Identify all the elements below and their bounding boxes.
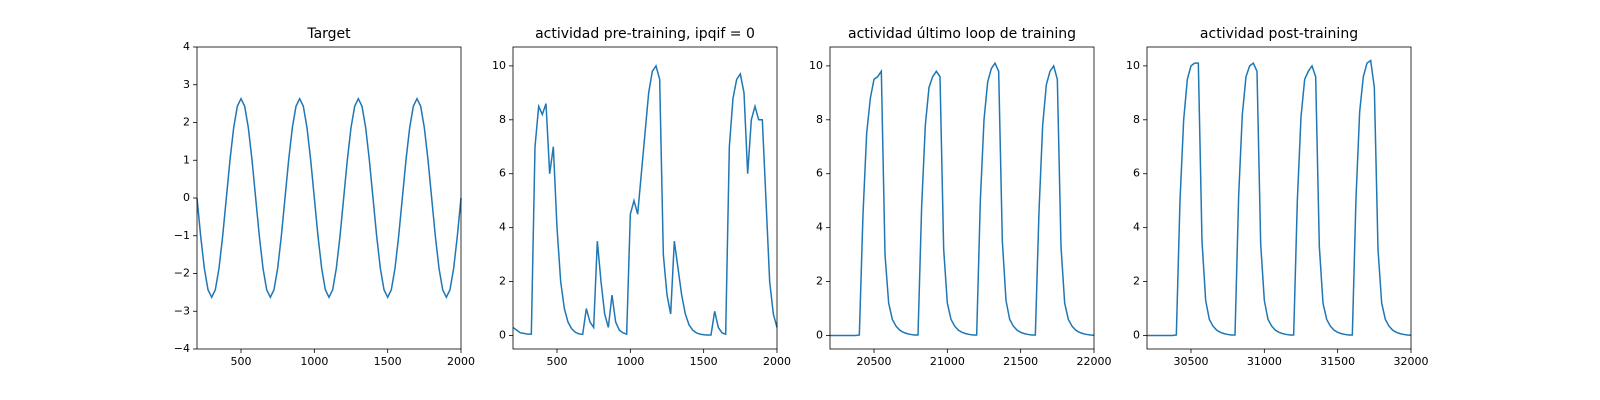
x-tick-label: 21000 — [930, 355, 965, 368]
data-line — [196, 97, 462, 299]
x-tick-label: 500 — [547, 355, 568, 368]
y-tick-label: 8 — [1133, 113, 1140, 126]
y-tick-label: 2 — [1133, 275, 1140, 288]
y-tick-label: 3 — [183, 78, 190, 91]
y-tick-label: 10 — [492, 59, 506, 72]
y-tick-label: −1 — [174, 229, 190, 242]
data-line — [1147, 59, 1412, 337]
y-tick-label: 0 — [183, 191, 190, 204]
y-tick-label: 0 — [816, 329, 823, 342]
y-tick-label: 2 — [499, 275, 506, 288]
x-tick-label: 21500 — [1003, 355, 1038, 368]
data-line — [512, 64, 778, 336]
x-tick-label: 20500 — [857, 355, 892, 368]
y-tick-label: 8 — [499, 113, 506, 126]
y-tick-label: 10 — [1126, 59, 1140, 72]
y-tick-label: 6 — [499, 167, 506, 180]
x-tick-label: 2000 — [447, 355, 475, 368]
x-tick-label: 32000 — [1394, 355, 1429, 368]
chart-title: Target — [306, 26, 351, 42]
axes-frame — [829, 46, 1095, 350]
y-tick-label: 6 — [816, 167, 823, 180]
axes-frame — [196, 46, 462, 350]
y-tick-label: 6 — [1133, 167, 1140, 180]
y-tick-label: −2 — [174, 267, 190, 280]
x-tick-label: 31000 — [1247, 355, 1282, 368]
x-tick-label: 1000 — [616, 355, 644, 368]
x-tick-label: 30500 — [1174, 355, 1209, 368]
x-tick-label: 1500 — [374, 355, 402, 368]
y-tick-label: 10 — [809, 59, 823, 72]
chart-title: actividad último loop de training — [848, 26, 1076, 42]
y-tick-label: 2 — [816, 275, 823, 288]
x-tick-label: 500 — [231, 355, 252, 368]
chart-title: actividad post-training — [1200, 26, 1358, 42]
y-tick-label: −4 — [174, 342, 190, 355]
x-tick-label: 2000 — [763, 355, 791, 368]
y-tick-label: 4 — [1133, 221, 1140, 234]
y-tick-label: 0 — [1133, 329, 1140, 342]
x-tick-label: 1000 — [300, 355, 328, 368]
chart-title: actividad pre-training, ipqif = 0 — [535, 26, 755, 42]
axes-frame — [1146, 46, 1412, 350]
y-tick-label: 4 — [183, 40, 190, 53]
y-tick-label: 4 — [816, 221, 823, 234]
y-tick-label: 2 — [183, 116, 190, 129]
y-tick-label: 8 — [816, 113, 823, 126]
axes-frame — [512, 46, 778, 350]
x-tick-label: 31500 — [1320, 355, 1355, 368]
x-tick-label: 1500 — [690, 355, 718, 368]
x-tick-label: 22000 — [1077, 355, 1112, 368]
y-tick-label: −3 — [174, 304, 190, 317]
y-tick-label: 1 — [183, 153, 190, 166]
data-line — [830, 61, 1095, 337]
y-tick-label: 0 — [499, 329, 506, 342]
y-tick-label: 4 — [499, 221, 506, 234]
